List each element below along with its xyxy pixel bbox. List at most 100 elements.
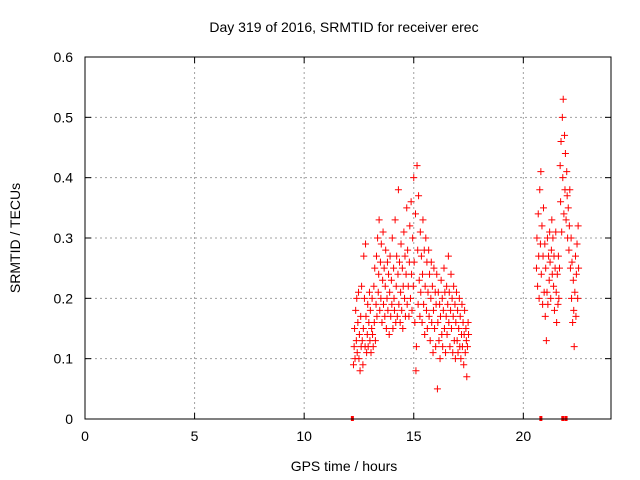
data-point bbox=[434, 288, 442, 296]
data-point bbox=[553, 270, 561, 278]
data-point bbox=[563, 168, 571, 176]
data-point bbox=[398, 264, 406, 272]
data-point bbox=[571, 288, 579, 296]
data-point bbox=[393, 252, 401, 260]
axis-ticks: 0 5 10 15 20 0 0.1 0.2 0.3 0.4 0.5 0.6 bbox=[54, 49, 611, 444]
data-point bbox=[425, 246, 433, 254]
data-point bbox=[575, 264, 583, 272]
data-point bbox=[349, 361, 357, 369]
data-point bbox=[536, 186, 544, 194]
data-point bbox=[405, 312, 413, 320]
data-point bbox=[539, 204, 547, 212]
data-point bbox=[465, 331, 473, 339]
data-point bbox=[568, 258, 576, 266]
data-point bbox=[394, 186, 402, 194]
data-point bbox=[574, 222, 582, 230]
data-point bbox=[401, 252, 409, 260]
data-point bbox=[381, 282, 389, 290]
data-point bbox=[553, 318, 561, 326]
data-point bbox=[382, 246, 390, 254]
data-point bbox=[412, 367, 420, 375]
data-point bbox=[434, 318, 442, 326]
data-point bbox=[383, 294, 391, 302]
data-point bbox=[565, 246, 573, 254]
data-point bbox=[566, 264, 574, 272]
chart-title: Day 319 of 2016, SRMTID for receiver ere… bbox=[209, 19, 478, 35]
grid bbox=[85, 57, 611, 419]
data-point bbox=[548, 216, 556, 224]
data-point bbox=[376, 306, 384, 314]
data-point bbox=[355, 288, 363, 296]
data-point bbox=[570, 306, 578, 314]
data-points bbox=[349, 95, 583, 393]
y-axis-label: SRMTID / TECUs bbox=[7, 183, 23, 293]
data-point bbox=[544, 300, 552, 308]
data-point bbox=[409, 282, 417, 290]
data-point bbox=[444, 300, 452, 308]
data-point bbox=[387, 276, 395, 284]
data-point bbox=[443, 282, 451, 290]
data-point bbox=[421, 282, 429, 290]
data-point bbox=[397, 240, 405, 248]
data-point bbox=[362, 240, 370, 248]
data-point bbox=[380, 264, 388, 272]
data-point bbox=[398, 306, 406, 314]
data-point bbox=[428, 318, 436, 326]
data-point bbox=[378, 318, 386, 326]
data-point bbox=[565, 222, 573, 230]
data-point bbox=[388, 234, 396, 242]
data-point bbox=[534, 210, 542, 218]
data-point bbox=[542, 337, 550, 345]
data-point bbox=[395, 300, 403, 308]
data-point bbox=[440, 264, 448, 272]
data-point bbox=[436, 300, 444, 308]
data-point bbox=[424, 288, 432, 296]
data-point bbox=[379, 276, 387, 284]
data-point bbox=[372, 252, 380, 260]
data-point bbox=[549, 234, 557, 242]
data-point bbox=[559, 95, 567, 103]
data-point bbox=[384, 306, 392, 314]
data-point bbox=[463, 343, 471, 351]
data-point bbox=[401, 294, 409, 302]
data-point bbox=[413, 162, 421, 170]
data-point bbox=[377, 240, 385, 248]
data-point bbox=[557, 137, 565, 145]
data-point bbox=[543, 288, 551, 296]
data-point bbox=[351, 325, 359, 332]
data-point bbox=[355, 355, 363, 363]
data-point bbox=[567, 234, 575, 242]
data-point bbox=[447, 270, 455, 278]
data-point bbox=[406, 222, 414, 230]
data-point bbox=[457, 355, 465, 363]
data-point bbox=[454, 349, 462, 357]
data-point bbox=[462, 337, 470, 345]
data-point bbox=[453, 337, 461, 345]
data-point bbox=[571, 252, 579, 260]
data-point bbox=[431, 325, 439, 332]
data-point bbox=[538, 222, 546, 230]
data-point bbox=[432, 343, 440, 351]
data-point bbox=[358, 337, 366, 345]
data-point bbox=[445, 288, 453, 296]
data-point bbox=[444, 252, 452, 260]
data-point bbox=[406, 294, 414, 302]
data-point bbox=[360, 252, 368, 260]
y-tick-label: 0.3 bbox=[54, 230, 74, 246]
data-point bbox=[390, 264, 398, 272]
data-point bbox=[458, 300, 466, 308]
data-point bbox=[368, 325, 376, 332]
y-tick-label: 0.1 bbox=[54, 351, 74, 367]
data-point bbox=[550, 306, 558, 314]
data-point bbox=[447, 325, 455, 332]
data-point bbox=[414, 246, 422, 254]
data-point bbox=[436, 355, 444, 363]
data-point bbox=[556, 162, 564, 170]
x-tick-label: 0 bbox=[81, 428, 89, 444]
data-point bbox=[563, 192, 571, 200]
data-point bbox=[450, 282, 458, 290]
plot-frame bbox=[84, 56, 612, 420]
data-point bbox=[460, 361, 468, 369]
data-point bbox=[454, 306, 462, 314]
data-point bbox=[558, 113, 566, 121]
